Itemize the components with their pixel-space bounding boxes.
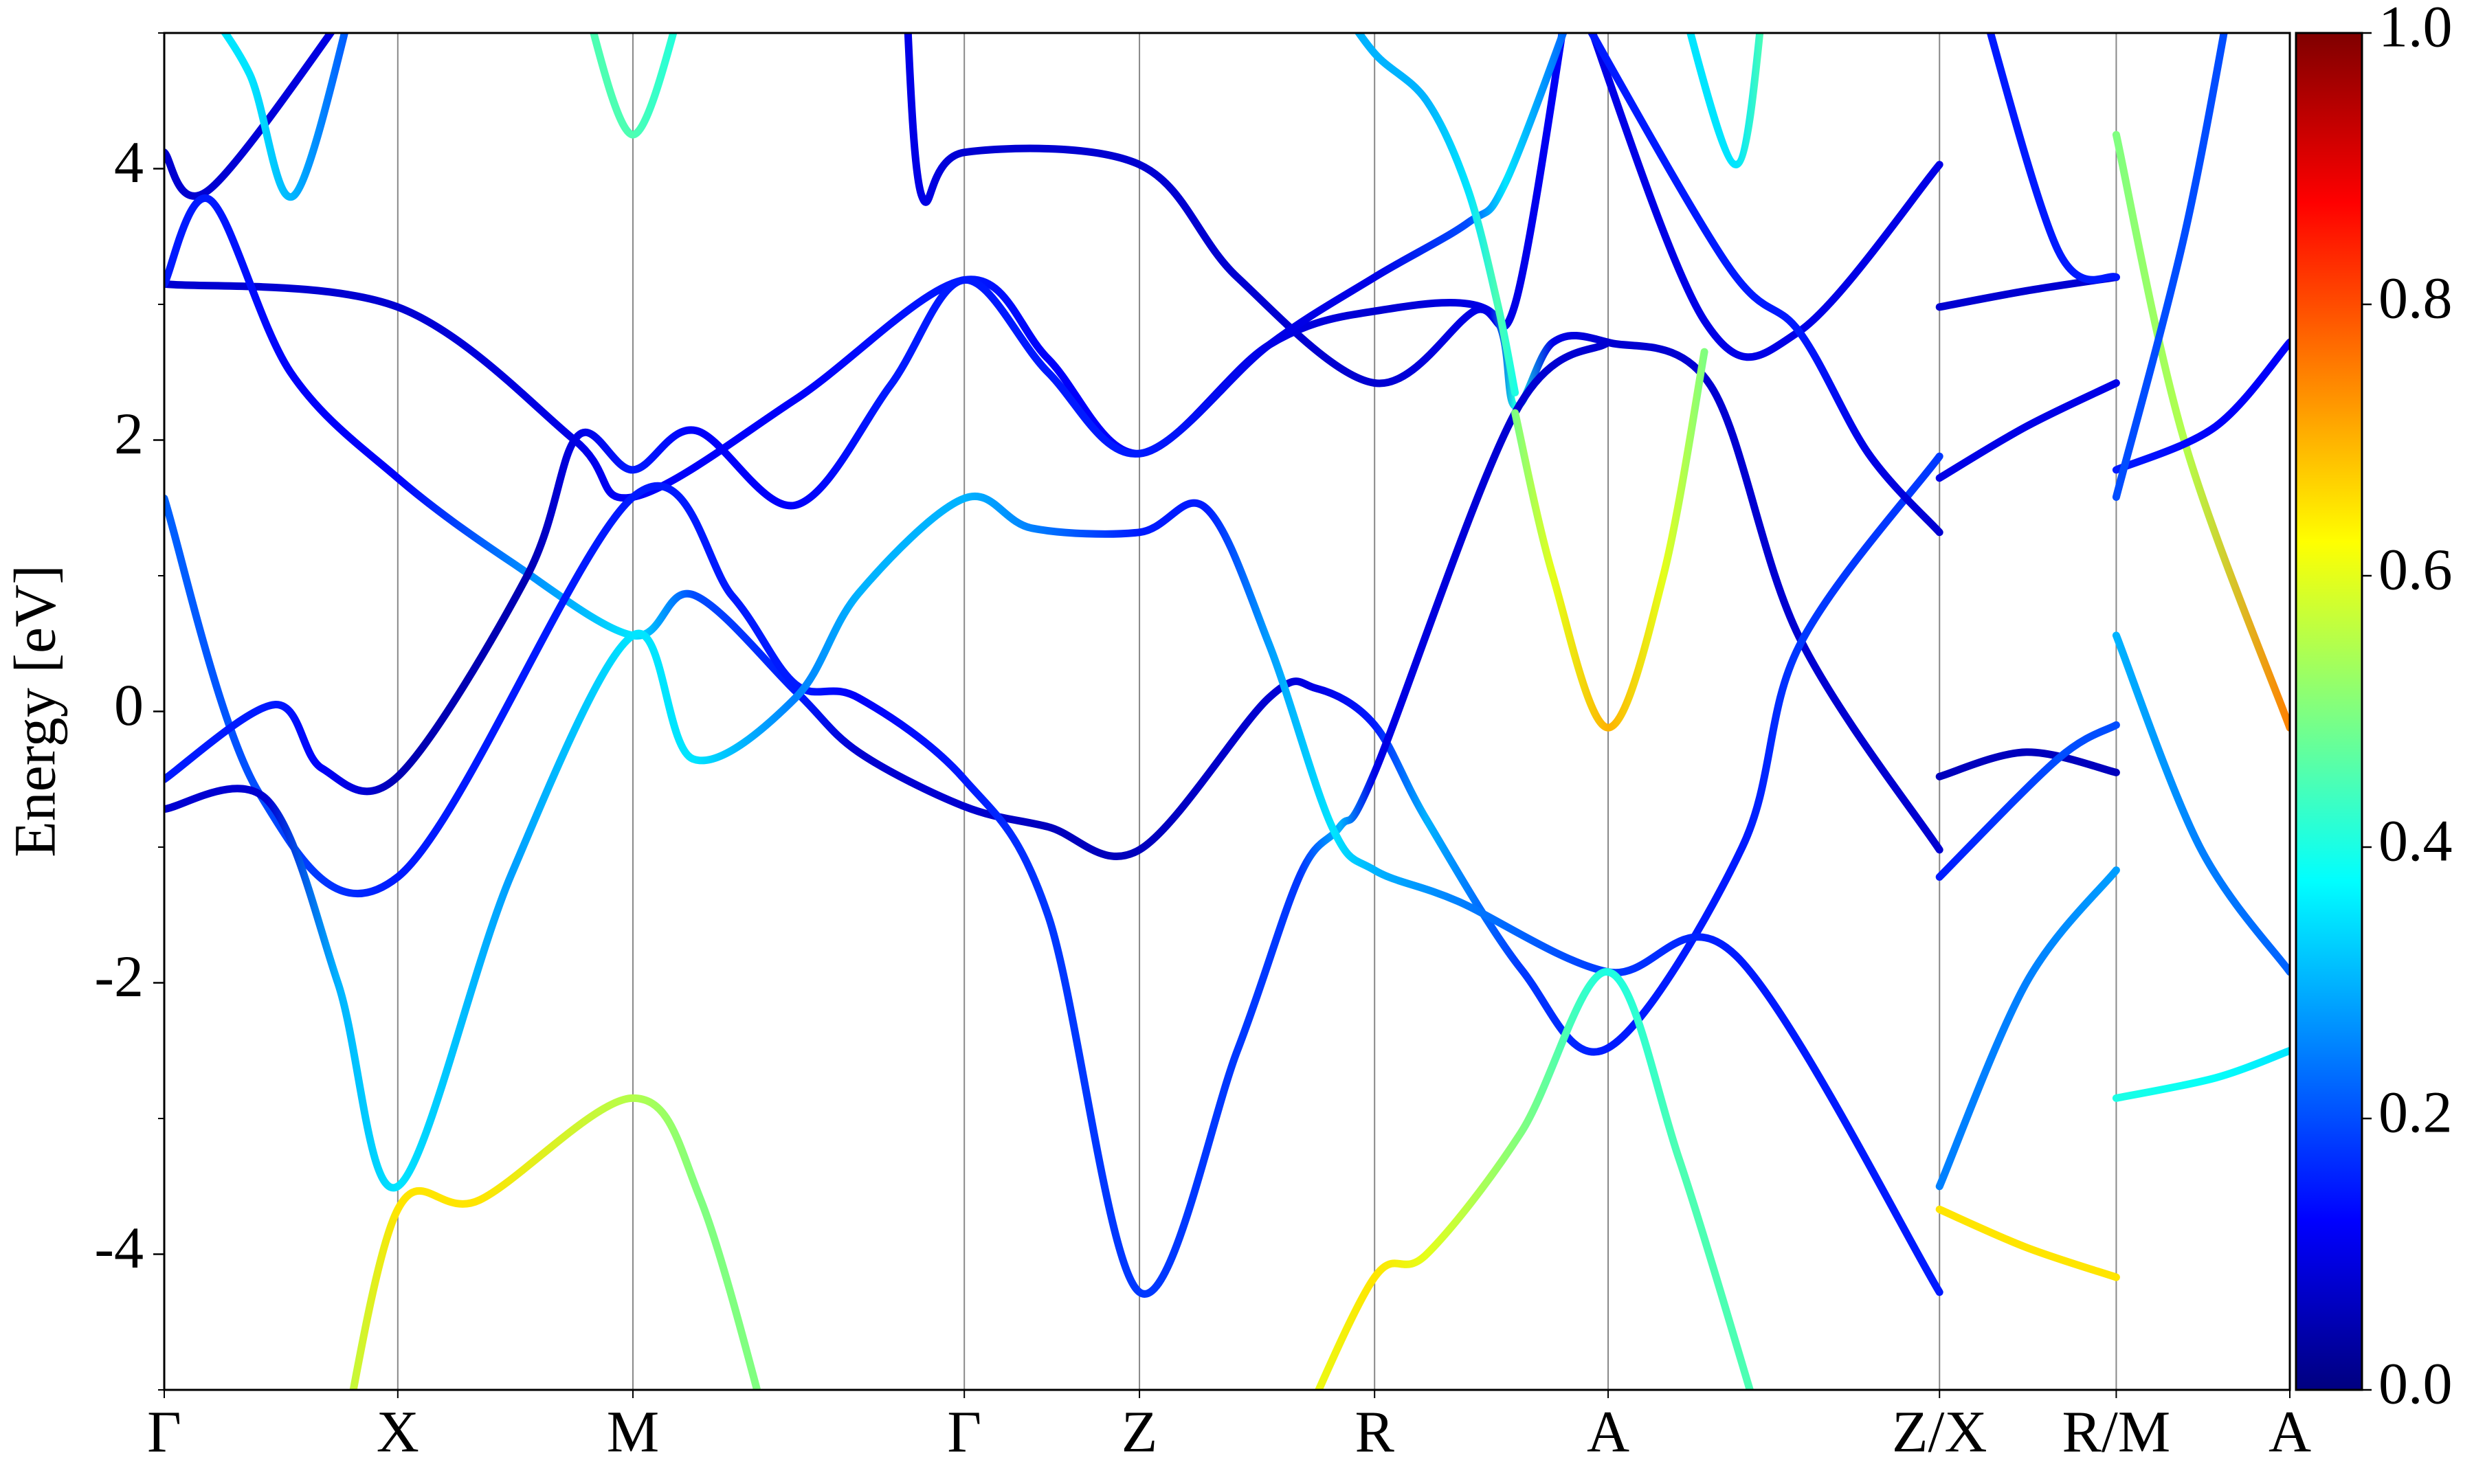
band-line [164, 33, 1568, 796]
band-line [1314, 968, 1754, 1390]
band-line [164, 276, 1943, 854]
x-tick-label: X [377, 1399, 419, 1465]
y-tick-label: 2 [114, 401, 144, 466]
x-tick-label: A [2269, 1399, 2311, 1465]
band-line [904, 33, 1566, 387]
band-line [164, 338, 1612, 1298]
colorbar [2295, 32, 2363, 1391]
band-line [590, 33, 678, 139]
band-line [164, 493, 1943, 1296]
y-tick-label: 0 [114, 672, 144, 738]
x-tick-label: Z [1122, 1399, 1158, 1465]
bands [164, 33, 2290, 1390]
band-line [1686, 33, 1764, 169]
x-tick-label: Γ [147, 1399, 181, 1465]
band-line [1986, 33, 2120, 284]
x-tick-label: M [607, 1399, 659, 1465]
colorbar-tick-label: 0.6 [2378, 537, 2453, 603]
band-line [2112, 33, 2228, 501]
colorbar-tick-label: 0.0 [2378, 1351, 2453, 1417]
plot-frame [163, 32, 2291, 1391]
y-axis-label: Energy [eV] [2, 565, 68, 857]
band-line [164, 33, 335, 200]
x-tick-label: R [1355, 1399, 1395, 1465]
y-tick-label: -4 [94, 1215, 144, 1281]
x-tick-label: R/M [2062, 1399, 2171, 1465]
y-tick-label: -2 [94, 943, 144, 1009]
band-line [1588, 33, 1943, 361]
colorbar-tick-label: 0.2 [2378, 1079, 2453, 1145]
x-tick-label: A [1587, 1399, 1629, 1465]
band-line [1354, 33, 1519, 396]
band-line [1935, 1205, 2120, 1281]
band-line [2112, 1046, 2290, 1102]
band-line [349, 1094, 761, 1390]
band-line [1935, 866, 2120, 1191]
colorbar-tick-label: 1.0 [2378, 0, 2453, 60]
band-line [1511, 348, 1708, 732]
band-line [1935, 721, 2120, 881]
band-line [1935, 748, 2120, 780]
x-tick-label: Z/X [1892, 1399, 1987, 1465]
band-line [1935, 379, 2120, 482]
colorbar-tick-label: 0.4 [2378, 808, 2453, 874]
band-line [1587, 33, 1943, 537]
y-tick-label: 4 [114, 129, 144, 195]
band-line [2112, 338, 2290, 474]
band-line [220, 33, 349, 201]
colorbar-tick-label: 0.8 [2378, 265, 2453, 331]
band-line [2112, 631, 2290, 976]
x-tick-label: Γ [947, 1399, 981, 1465]
